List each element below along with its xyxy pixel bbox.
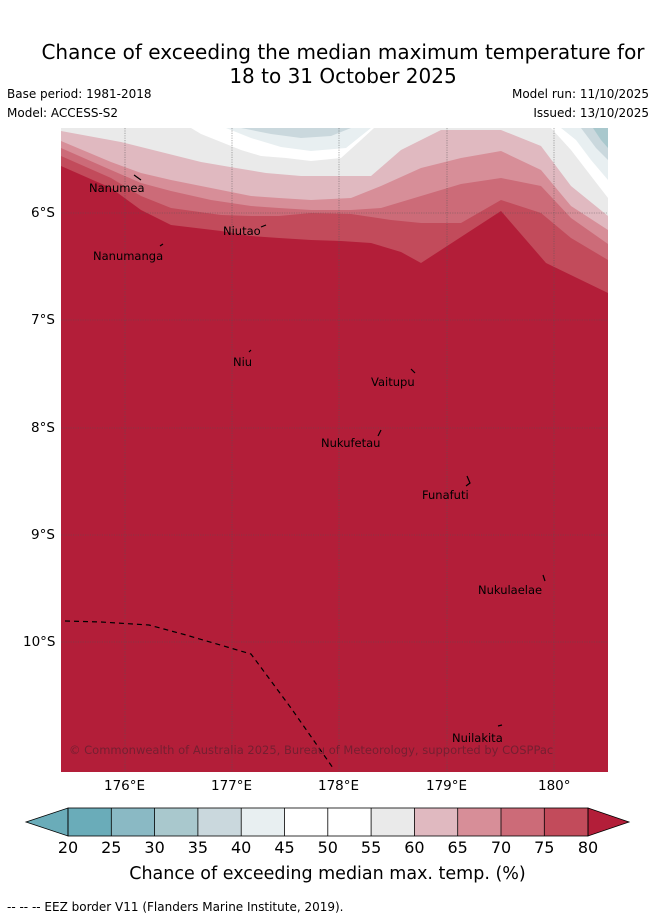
island-nuilakita-shape [497,724,503,727]
chart-title: Chance of exceeding the median maximum t… [0,40,655,88]
place-label: Nukufetau [321,436,380,450]
colorbar-tick: 80 [577,838,599,857]
map-panel: Nanumea Nanumanga Niutao Niu Vaitupu Nuk… [61,128,608,772]
colorbar-tick: 35 [187,838,209,857]
lon-label: 178°E [318,778,360,794]
lat-label: 9°S [31,527,55,543]
colorbar-tick: 65 [447,838,468,857]
colorbar-tick: 50 [317,838,338,857]
colorbar-tick: 75 [534,838,555,857]
lat-label: 6°S [31,205,55,221]
colorbar-tick: 45 [274,838,295,857]
place-label: Nanumea [89,181,145,195]
eez-border-line [64,620,334,769]
colorbar-above-80 [587,807,631,837]
colorbar-tick: 20 [57,838,79,857]
island-funafuti-shape [465,475,471,487]
island-nukufetau-shape [377,429,382,437]
base-period: Base period: 1981-2018 [7,87,152,101]
island-niu-shape [248,349,252,353]
colorbar-tick: 25 [101,838,122,857]
colorbar-title: Chance of exceeding median max. temp. (%… [129,864,526,884]
place-label: Nuilakita [452,731,503,745]
colorbar-45-50 [284,808,328,836]
lat-label: 7°S [31,312,55,328]
issued-date: Issued: 13/10/2025 [533,106,649,120]
lon-label: 180° [538,778,571,794]
island-vaitupu-shape [410,368,416,374]
place-label: Nanumanga [93,249,163,263]
colorbar-25-30 [111,808,155,836]
colorbar-20-25 [68,808,112,836]
colorbar-65-70 [457,808,501,836]
lon-label: 176°E [104,778,146,794]
lon-label: 177°E [211,778,253,794]
region-30-35 [593,128,608,148]
model-name: Model: ACCESS-S2 [7,106,119,120]
region-35-40 [241,128,608,160]
colorbar-35-40 [197,808,242,836]
island-nanumea-shape [133,174,142,181]
island-nukulaelae-shape [542,574,546,582]
colorbar-below-20 [24,807,69,837]
colorbar-50-55 [327,808,372,836]
place-label: Niu [233,355,252,369]
eez-footnote: -- -- -- EEZ border V11 (Flanders Marine… [7,900,344,914]
colorbar-60-65 [414,808,458,836]
colorbar-75-80 [544,808,588,836]
region-55-60 [61,128,608,216]
lat-label: 8°S [31,420,55,436]
place-label: Funafuti [422,488,469,502]
colorbar-tick: 70 [490,838,512,857]
colorbar-tick: 55 [360,838,382,857]
colorbar-55-60 [371,808,415,836]
place-label: Niutao [223,224,261,238]
region-40-45 [226,128,608,180]
title-line-1: Chance of exceeding the median maximum t… [41,40,645,64]
colorbar-tick: 60 [404,838,425,857]
island-niutao-shape [260,224,267,228]
colorbar-tick: 30 [144,838,165,857]
place-label: Nukulaelae [478,583,542,597]
island-nanumanga-shape [159,243,164,247]
place-label: Vaitupu [371,375,415,389]
lon-label: 179°E [426,778,468,794]
title-line-2: 18 to 31 October 2025 [229,64,457,88]
copyright-notice: © Commonwealth of Australia 2025, Bureau… [69,743,553,757]
model-run: Model run: 11/10/2025 [511,87,649,101]
lat-label: 10°S [23,634,56,650]
colorbar-tick: 40 [231,838,252,857]
colorbar-30-35 [154,808,198,836]
colorbar-70-75 [501,808,545,836]
colorbar-40-45 [241,808,285,836]
colorbar [24,807,631,837]
